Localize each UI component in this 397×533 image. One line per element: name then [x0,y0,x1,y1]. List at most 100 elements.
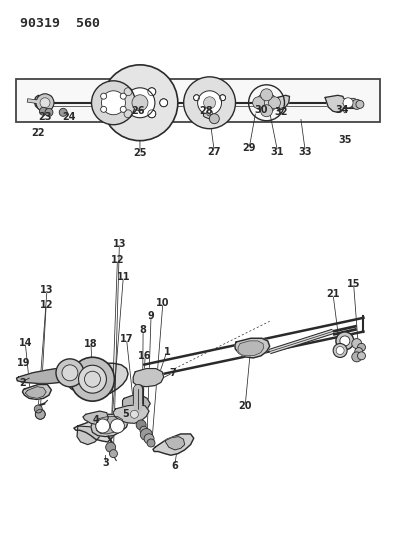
Text: 3: 3 [102,458,109,468]
Circle shape [79,365,106,393]
Circle shape [36,94,54,112]
Circle shape [101,93,107,99]
Circle shape [198,91,222,115]
Circle shape [220,95,225,101]
Polygon shape [238,341,264,356]
Circle shape [256,93,276,113]
Circle shape [110,419,124,433]
Text: 31: 31 [271,147,284,157]
Polygon shape [235,338,270,358]
Polygon shape [325,95,345,112]
Bar [16,79,380,122]
Text: 33: 33 [299,147,312,157]
Polygon shape [133,368,164,386]
Circle shape [34,405,42,413]
Text: 22: 22 [31,127,45,138]
Circle shape [132,95,148,111]
Polygon shape [74,416,118,442]
Text: 5: 5 [122,409,129,419]
Text: 17: 17 [120,334,133,344]
Circle shape [92,81,135,125]
Circle shape [184,77,235,128]
Circle shape [106,442,116,452]
Polygon shape [113,405,149,423]
Circle shape [352,352,362,362]
Circle shape [352,99,362,109]
Circle shape [110,450,118,458]
Text: 18: 18 [84,338,98,349]
Circle shape [336,332,354,350]
Polygon shape [96,416,123,434]
Text: 15: 15 [347,279,360,288]
Circle shape [358,343,366,351]
Text: 9: 9 [148,311,154,321]
Text: 19: 19 [17,358,31,368]
Text: 26: 26 [132,106,145,116]
Text: 16: 16 [138,351,152,361]
Circle shape [355,348,363,356]
Text: 8: 8 [140,325,146,335]
Text: 35: 35 [338,135,352,145]
Polygon shape [25,386,46,398]
Polygon shape [165,437,185,450]
Circle shape [59,108,67,116]
Circle shape [71,357,114,401]
Circle shape [144,434,154,444]
Polygon shape [17,368,67,383]
Circle shape [358,352,366,360]
Circle shape [112,99,120,107]
Circle shape [56,359,84,387]
Circle shape [35,409,45,419]
Circle shape [148,88,156,96]
Circle shape [45,108,53,116]
Circle shape [140,429,152,440]
Circle shape [101,107,107,112]
Circle shape [260,89,272,101]
Text: 10: 10 [156,297,170,308]
Polygon shape [77,426,100,445]
Circle shape [120,107,126,112]
Circle shape [260,105,272,117]
Circle shape [147,439,155,447]
Text: 12: 12 [39,300,53,310]
Text: 11: 11 [117,272,130,282]
Text: 34: 34 [335,104,349,115]
Text: 4: 4 [92,415,99,425]
Text: 30: 30 [254,104,268,115]
Text: 6: 6 [172,461,178,471]
Circle shape [131,410,139,418]
Circle shape [124,88,132,96]
Circle shape [206,110,212,116]
Text: 13: 13 [40,286,54,295]
Text: 1: 1 [164,346,170,357]
Circle shape [125,88,155,118]
Circle shape [343,98,353,108]
Circle shape [40,98,50,108]
Circle shape [102,91,125,115]
Text: 25: 25 [133,148,147,158]
Circle shape [356,100,364,108]
Circle shape [352,338,362,349]
Text: 32: 32 [275,107,288,117]
Circle shape [39,107,47,115]
Circle shape [124,110,132,118]
Text: 14: 14 [19,337,32,348]
Circle shape [102,65,178,141]
Circle shape [340,336,350,346]
Polygon shape [23,384,51,399]
Text: 13: 13 [113,239,126,249]
Polygon shape [123,395,150,413]
Circle shape [140,426,148,434]
Circle shape [336,346,344,354]
Polygon shape [276,95,289,110]
Polygon shape [62,364,128,395]
Circle shape [126,406,143,422]
Circle shape [160,99,168,107]
Circle shape [96,419,110,433]
Polygon shape [83,411,108,425]
Circle shape [252,97,265,109]
Circle shape [148,110,156,118]
Circle shape [333,343,347,358]
Polygon shape [34,95,53,110]
Polygon shape [153,434,194,455]
